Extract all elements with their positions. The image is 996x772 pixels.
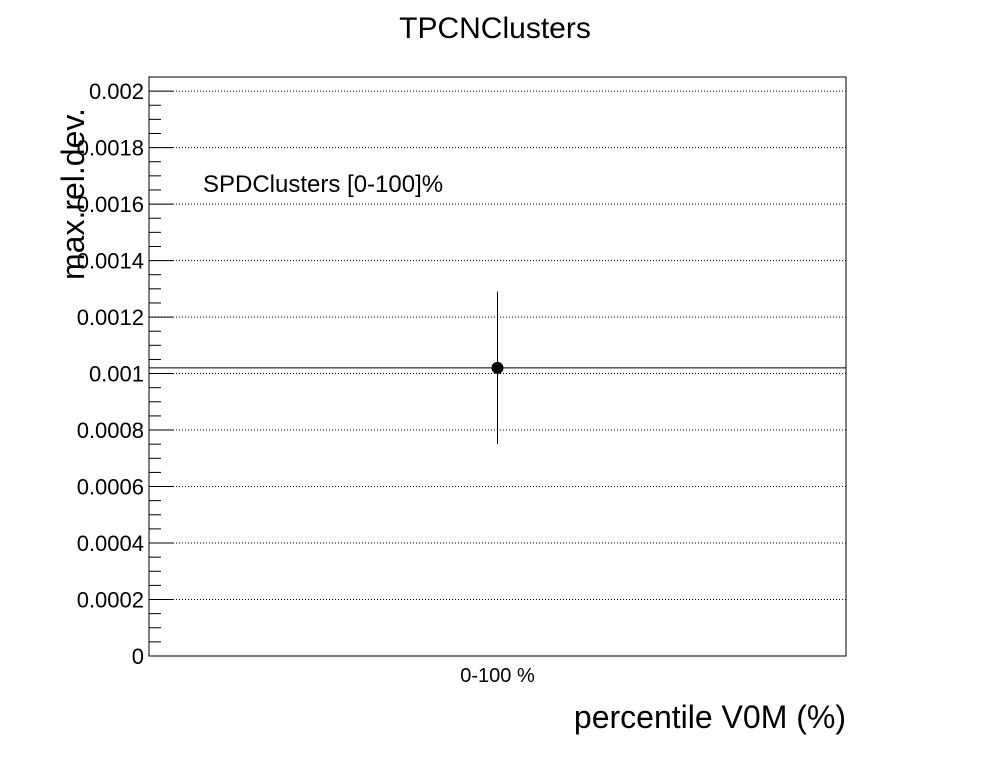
y-tick-label: 0.0016 — [77, 192, 144, 217]
y-tick-label: 0.0006 — [77, 475, 144, 500]
x-axis-label: percentile V0M (%) — [574, 699, 846, 735]
y-tick-label: 0.0004 — [77, 531, 144, 556]
x-axis-ticks: 0-100 % — [460, 665, 535, 687]
y-tick-label: 0 — [132, 644, 144, 669]
y-tick-label: 0.0018 — [77, 136, 144, 161]
y-axis-label: max.rel.dev. — [55, 108, 91, 280]
plot-frame — [148, 76, 847, 657]
y-tick-label: 0.0014 — [77, 249, 144, 274]
data-marks — [149, 291, 846, 445]
y-tick-label: 0.002 — [89, 79, 144, 104]
y-tick-label: 0.0002 — [77, 588, 144, 613]
y-axis-ticks: 0 0.0002 0.0004 0.0006 0.0008 0.001 0.0012 0.00… — [77, 79, 173, 669]
y-tick-label: 0.0012 — [77, 305, 144, 330]
data-point — [491, 361, 504, 374]
chart-title: TPCNClusters — [399, 12, 591, 45]
y-tick-label: 0.001 — [89, 362, 144, 387]
y-tick-label: 0.0008 — [77, 418, 144, 443]
x-tick-label: 0-100 % — [460, 665, 535, 687]
annotation-label: SPDClusters [0-100]% — [203, 171, 443, 198]
